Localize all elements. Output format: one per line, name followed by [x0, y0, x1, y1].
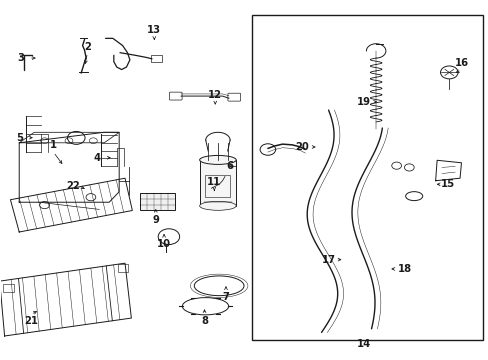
- Text: 6: 6: [226, 161, 233, 171]
- Ellipse shape: [199, 156, 236, 165]
- Bar: [140, 193, 174, 211]
- Text: 11: 11: [207, 177, 221, 187]
- Text: 2: 2: [84, 42, 91, 51]
- Text: 19: 19: [356, 97, 370, 107]
- Text: 15: 15: [440, 179, 454, 189]
- Bar: [205, 175, 230, 197]
- Bar: [3, 284, 14, 292]
- Text: 13: 13: [147, 25, 161, 35]
- Text: 22: 22: [66, 181, 80, 192]
- Text: 20: 20: [295, 142, 308, 152]
- Ellipse shape: [199, 201, 236, 210]
- Bar: [251, 15, 483, 339]
- Text: 14: 14: [356, 339, 370, 349]
- Text: 5: 5: [16, 133, 22, 143]
- Text: 10: 10: [157, 239, 171, 249]
- Text: 17: 17: [321, 255, 335, 265]
- Text: 3: 3: [18, 53, 24, 63]
- Text: 16: 16: [453, 58, 468, 68]
- Text: 1: 1: [50, 140, 57, 150]
- Text: 21: 21: [24, 316, 38, 325]
- Text: 4: 4: [94, 153, 101, 163]
- Text: 9: 9: [152, 215, 159, 225]
- Bar: [151, 55, 161, 62]
- Text: 12: 12: [208, 90, 222, 100]
- Bar: [118, 264, 128, 272]
- Text: 8: 8: [201, 316, 207, 325]
- Bar: [199, 160, 236, 206]
- Text: 7: 7: [222, 292, 229, 302]
- Text: 18: 18: [397, 264, 411, 274]
